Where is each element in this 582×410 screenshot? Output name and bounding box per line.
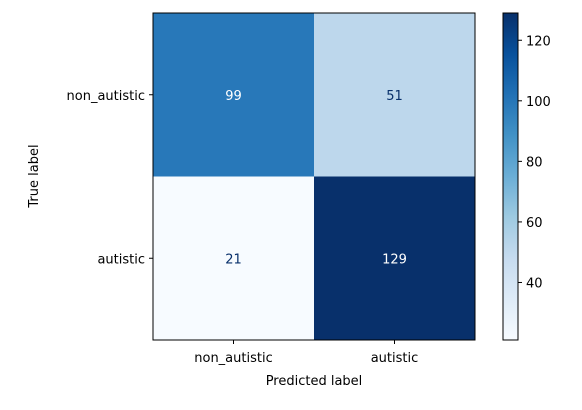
matrix-cell [153,13,315,177]
cell-value-label: 99 [225,89,242,104]
matrix-cells [153,13,476,341]
colorbar-tick-label: 60 [526,216,543,231]
cell-value-label: 129 [382,252,407,267]
y-tick-label: non_autistic [67,89,145,104]
colorbar-gradient [502,12,519,341]
y-axis-ticks: non_autistic autistic [67,89,153,267]
colorbar-tick-label: 40 [526,276,543,291]
matrix-cell [314,13,476,177]
cell-value-label: 21 [225,252,242,267]
colorbar-tick-label: 120 [526,34,551,49]
colorbar: 40 60 80 100 120 [502,12,551,341]
x-axis-label: Predicted label [266,374,363,389]
y-tick-label: autistic [97,252,145,267]
matrix-frame [152,12,476,341]
matrix-cell [314,176,476,341]
cell-value-labels: 99 51 21 129 [225,89,407,268]
colorbar-tick-label: 100 [526,95,551,110]
matrix-cell [153,176,315,341]
x-tick-label: autistic [371,351,419,366]
x-axis-ticks: non_autistic autistic [194,340,418,366]
y-axis-label: True label [27,144,42,208]
colorbar-tick-label: 80 [526,155,543,170]
colorbar-ticks: 40 60 80 100 120 [518,34,551,291]
cell-value-label: 51 [386,89,403,104]
x-tick-label: non_autistic [194,351,272,366]
